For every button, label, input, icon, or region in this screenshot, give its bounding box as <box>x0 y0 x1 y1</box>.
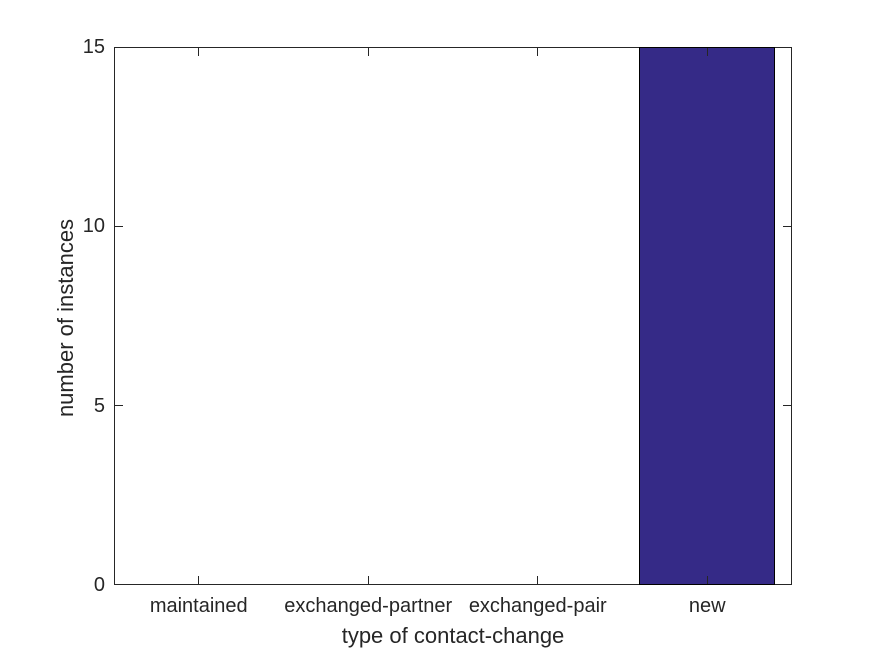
x-axis-label: type of contact-change <box>341 623 565 648</box>
x-tick-mark-top <box>367 48 369 56</box>
y-tick-mark-left <box>115 225 123 227</box>
bar-new <box>639 47 776 585</box>
x-tick-mark-top <box>537 48 539 56</box>
x-tick-mark-bottom <box>367 576 369 584</box>
y-tick-label: 15 <box>82 36 105 58</box>
x-tick-mark-top <box>706 48 708 56</box>
y-tick-label: 10 <box>82 215 105 238</box>
x-category-label-maintained: maintained <box>149 595 248 617</box>
y-tick-mark-right <box>783 225 791 227</box>
plot-area <box>114 47 792 585</box>
x-category-label-new: new <box>688 595 726 617</box>
y-tick-mark-right <box>783 405 791 407</box>
y-tick-label: 0 <box>93 574 105 596</box>
x-tick-mark-top <box>198 48 200 56</box>
y-tick-mark-left <box>115 405 123 407</box>
x-category-label-exchanged-partner: exchanged-partner <box>284 595 453 617</box>
y-tick-label: 5 <box>93 394 105 417</box>
x-tick-mark-bottom <box>198 576 200 584</box>
x-tick-mark-bottom <box>706 576 708 584</box>
x-tick-mark-bottom <box>537 576 539 584</box>
y-axis-label: number of instances <box>53 218 78 418</box>
x-category-label-exchanged-pair: exchanged-pair <box>468 595 607 617</box>
